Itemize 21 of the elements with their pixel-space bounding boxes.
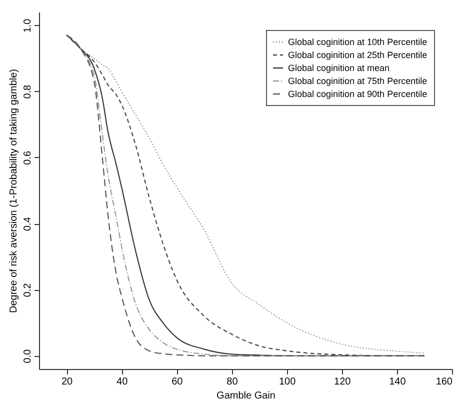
x-tick-label: 160 <box>436 376 453 388</box>
x-tick-label: 100 <box>278 376 296 388</box>
y-axis-title: Degree of risk aversion (1-Probability of taking gamble) <box>8 69 20 313</box>
x-axis-title: Gamble Gain <box>216 390 276 402</box>
y-tick-label: 0.6 <box>22 150 34 165</box>
x-tick-label: 80 <box>226 376 238 388</box>
x-tick-label: 20 <box>61 376 74 388</box>
legend-label: Global coginition at mean <box>288 63 390 73</box>
legend-label: Global coginition at 90th Percentile <box>288 89 428 99</box>
x-tick-label: 140 <box>389 376 406 388</box>
legend-label: Global coginition at 10th Percentile <box>288 37 428 47</box>
legend-label: Global coginition at 75th Percentile <box>288 76 428 86</box>
x-tick-label: 40 <box>116 376 128 388</box>
legend-label: Global coginition at 25th Percentile <box>288 50 428 60</box>
x-tick-label: 60 <box>172 376 184 388</box>
y-tick-label: 0.0 <box>22 348 34 364</box>
y-tick-label: 0.4 <box>22 216 34 232</box>
y-tick-label: 0.2 <box>22 282 34 298</box>
y-tick-label: 0.8 <box>22 84 34 99</box>
y-tick-label: 1.0 <box>22 18 34 33</box>
x-tick-label: 120 <box>334 376 352 388</box>
